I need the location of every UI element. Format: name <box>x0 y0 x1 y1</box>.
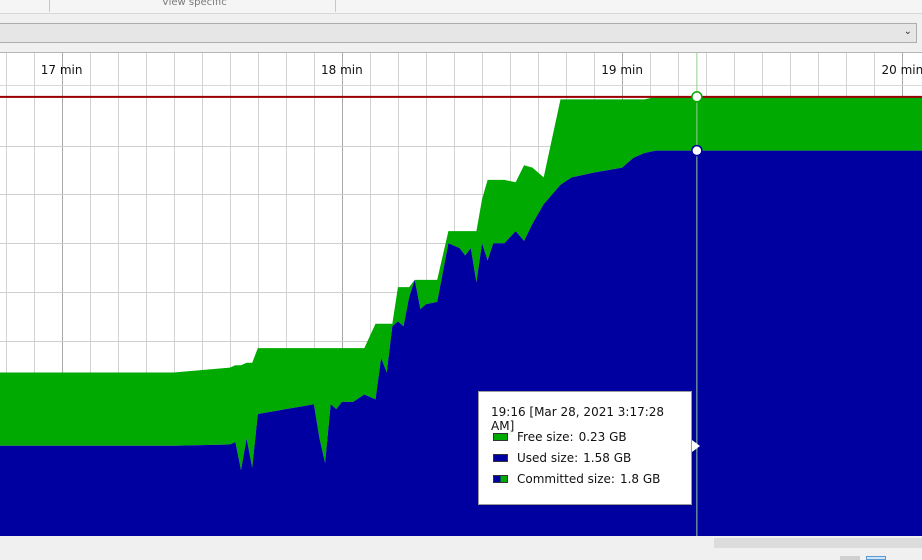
memory-chart[interactable]: 17 min 18 min 19 min 20 min <box>0 52 922 536</box>
chart-canvas[interactable]: 17 min 18 min 19 min 20 min <box>0 53 922 536</box>
cursor-marker-committed <box>691 91 703 103</box>
bottom-button[interactable] <box>840 556 860 560</box>
x-tick-label: 17 min <box>41 63 83 77</box>
chevron-down-icon[interactable]: ⌄ <box>903 26 912 37</box>
chart-x-ticks: 17 min 18 min 19 min 20 min <box>41 63 922 77</box>
view-specific-label: View specific <box>162 0 227 8</box>
cursor-marker-used <box>691 144 703 157</box>
view-combo-box[interactable]: ⌄ <box>0 23 917 43</box>
horizontal-scrollbar[interactable] <box>714 538 922 548</box>
tooltip-free-label: Free size: <box>517 430 574 444</box>
tooltip-used-value: 1.58 GB <box>583 451 632 465</box>
tooltip-committed-value: 1.8 GB <box>619 472 661 486</box>
chart-tooltip: 19:16 [Mar 28, 2021 3:17:28 AM] Free siz… <box>478 391 700 505</box>
tooltip-free-value: 0.23 GB <box>578 430 627 444</box>
top-toolbar: View specific <box>0 0 922 14</box>
tooltip-row-used: Used size: 1.58 GB <box>493 451 631 465</box>
tooltip-arrow <box>692 440 700 452</box>
used-size-area <box>0 150 922 536</box>
x-tick-label: 20 min <box>882 63 922 77</box>
free-size-area <box>0 96 922 471</box>
tooltip-committed-label: Committed size: <box>517 472 615 486</box>
x-tick-label: 18 min <box>321 63 363 77</box>
tooltip-row-free: Free size: 0.23 GB <box>493 430 627 444</box>
chart-areas <box>0 96 922 536</box>
tooltip-used-label: Used size: <box>517 451 579 465</box>
tooltip-title: 19:16 [Mar 28, 2021 3:17:28 AM] <box>491 405 665 433</box>
tooltip-row-committed: Committed size: 1.8 GB <box>493 472 660 486</box>
chart-cursor <box>691 53 703 536</box>
bottom-button-active[interactable] <box>866 556 886 560</box>
committed-size-swatch <box>493 475 508 483</box>
toolbar-separator <box>49 0 50 12</box>
x-tick-label: 19 min <box>601 63 643 77</box>
free-size-swatch <box>493 433 508 441</box>
used-size-swatch <box>493 454 508 462</box>
toolbar-separator <box>335 0 336 12</box>
